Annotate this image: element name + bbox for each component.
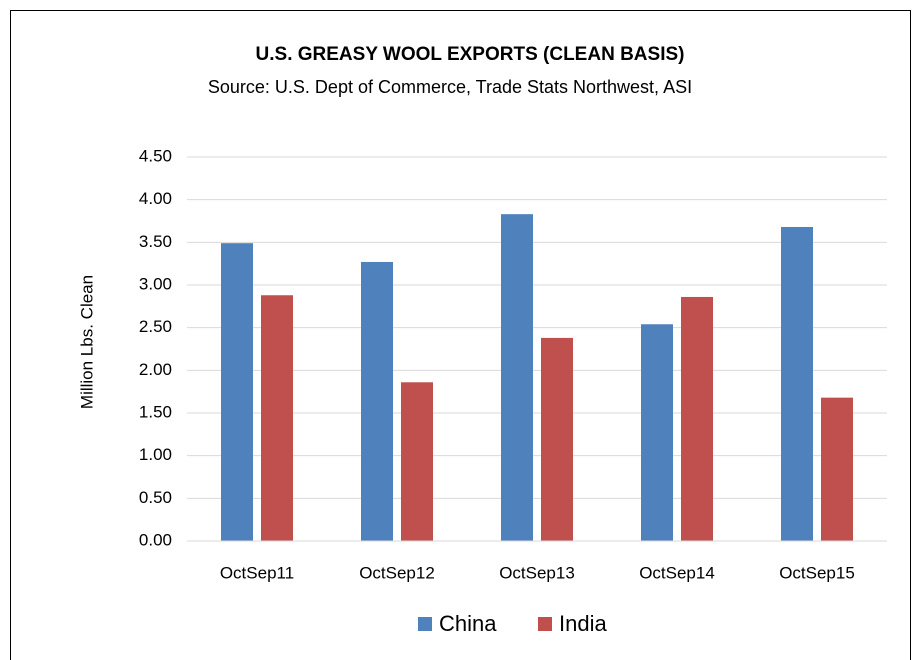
y-tick-label: 3.50	[139, 232, 172, 251]
bar	[681, 296, 713, 541]
chart-title: U.S. GREASY WOOL EXPORTS (CLEAN BASIS)	[256, 44, 685, 65]
legend-label: China	[439, 611, 497, 636]
chart-subtitle: Source: U.S. Dept of Commerce, Trade Sta…	[208, 77, 692, 97]
y-tick-label: 0.00	[139, 530, 172, 549]
y-tick-label: 2.00	[139, 360, 172, 379]
bar	[821, 397, 853, 541]
bar	[541, 337, 573, 541]
y-tick-label: 3.00	[139, 274, 172, 293]
bar	[781, 226, 813, 541]
x-tick-label: OctSep13	[499, 563, 575, 582]
bar	[361, 261, 393, 541]
y-axis-label: Million Lbs. Clean	[77, 275, 96, 409]
legend-swatch	[418, 617, 432, 631]
bar	[401, 382, 433, 541]
bar	[261, 295, 293, 541]
y-tick-label: 1.00	[139, 445, 172, 464]
bar	[641, 324, 673, 541]
y-tick-label: 0.50	[139, 488, 172, 507]
legend-label: India	[559, 611, 607, 636]
legend-swatch	[538, 617, 552, 631]
bar	[221, 243, 253, 542]
x-tick-label: OctSep15	[779, 563, 855, 582]
y-tick-label: 2.50	[139, 317, 172, 336]
y-tick-label: 1.50	[139, 402, 172, 421]
bar	[501, 214, 533, 541]
x-tick-label: OctSep11	[220, 563, 294, 582]
x-tick-label: OctSep12	[359, 563, 435, 582]
y-tick-label: 4.00	[139, 189, 172, 208]
frame	[10, 10, 911, 660]
y-tick-label: 4.50	[139, 146, 172, 165]
x-tick-label: OctSep14	[639, 563, 715, 582]
